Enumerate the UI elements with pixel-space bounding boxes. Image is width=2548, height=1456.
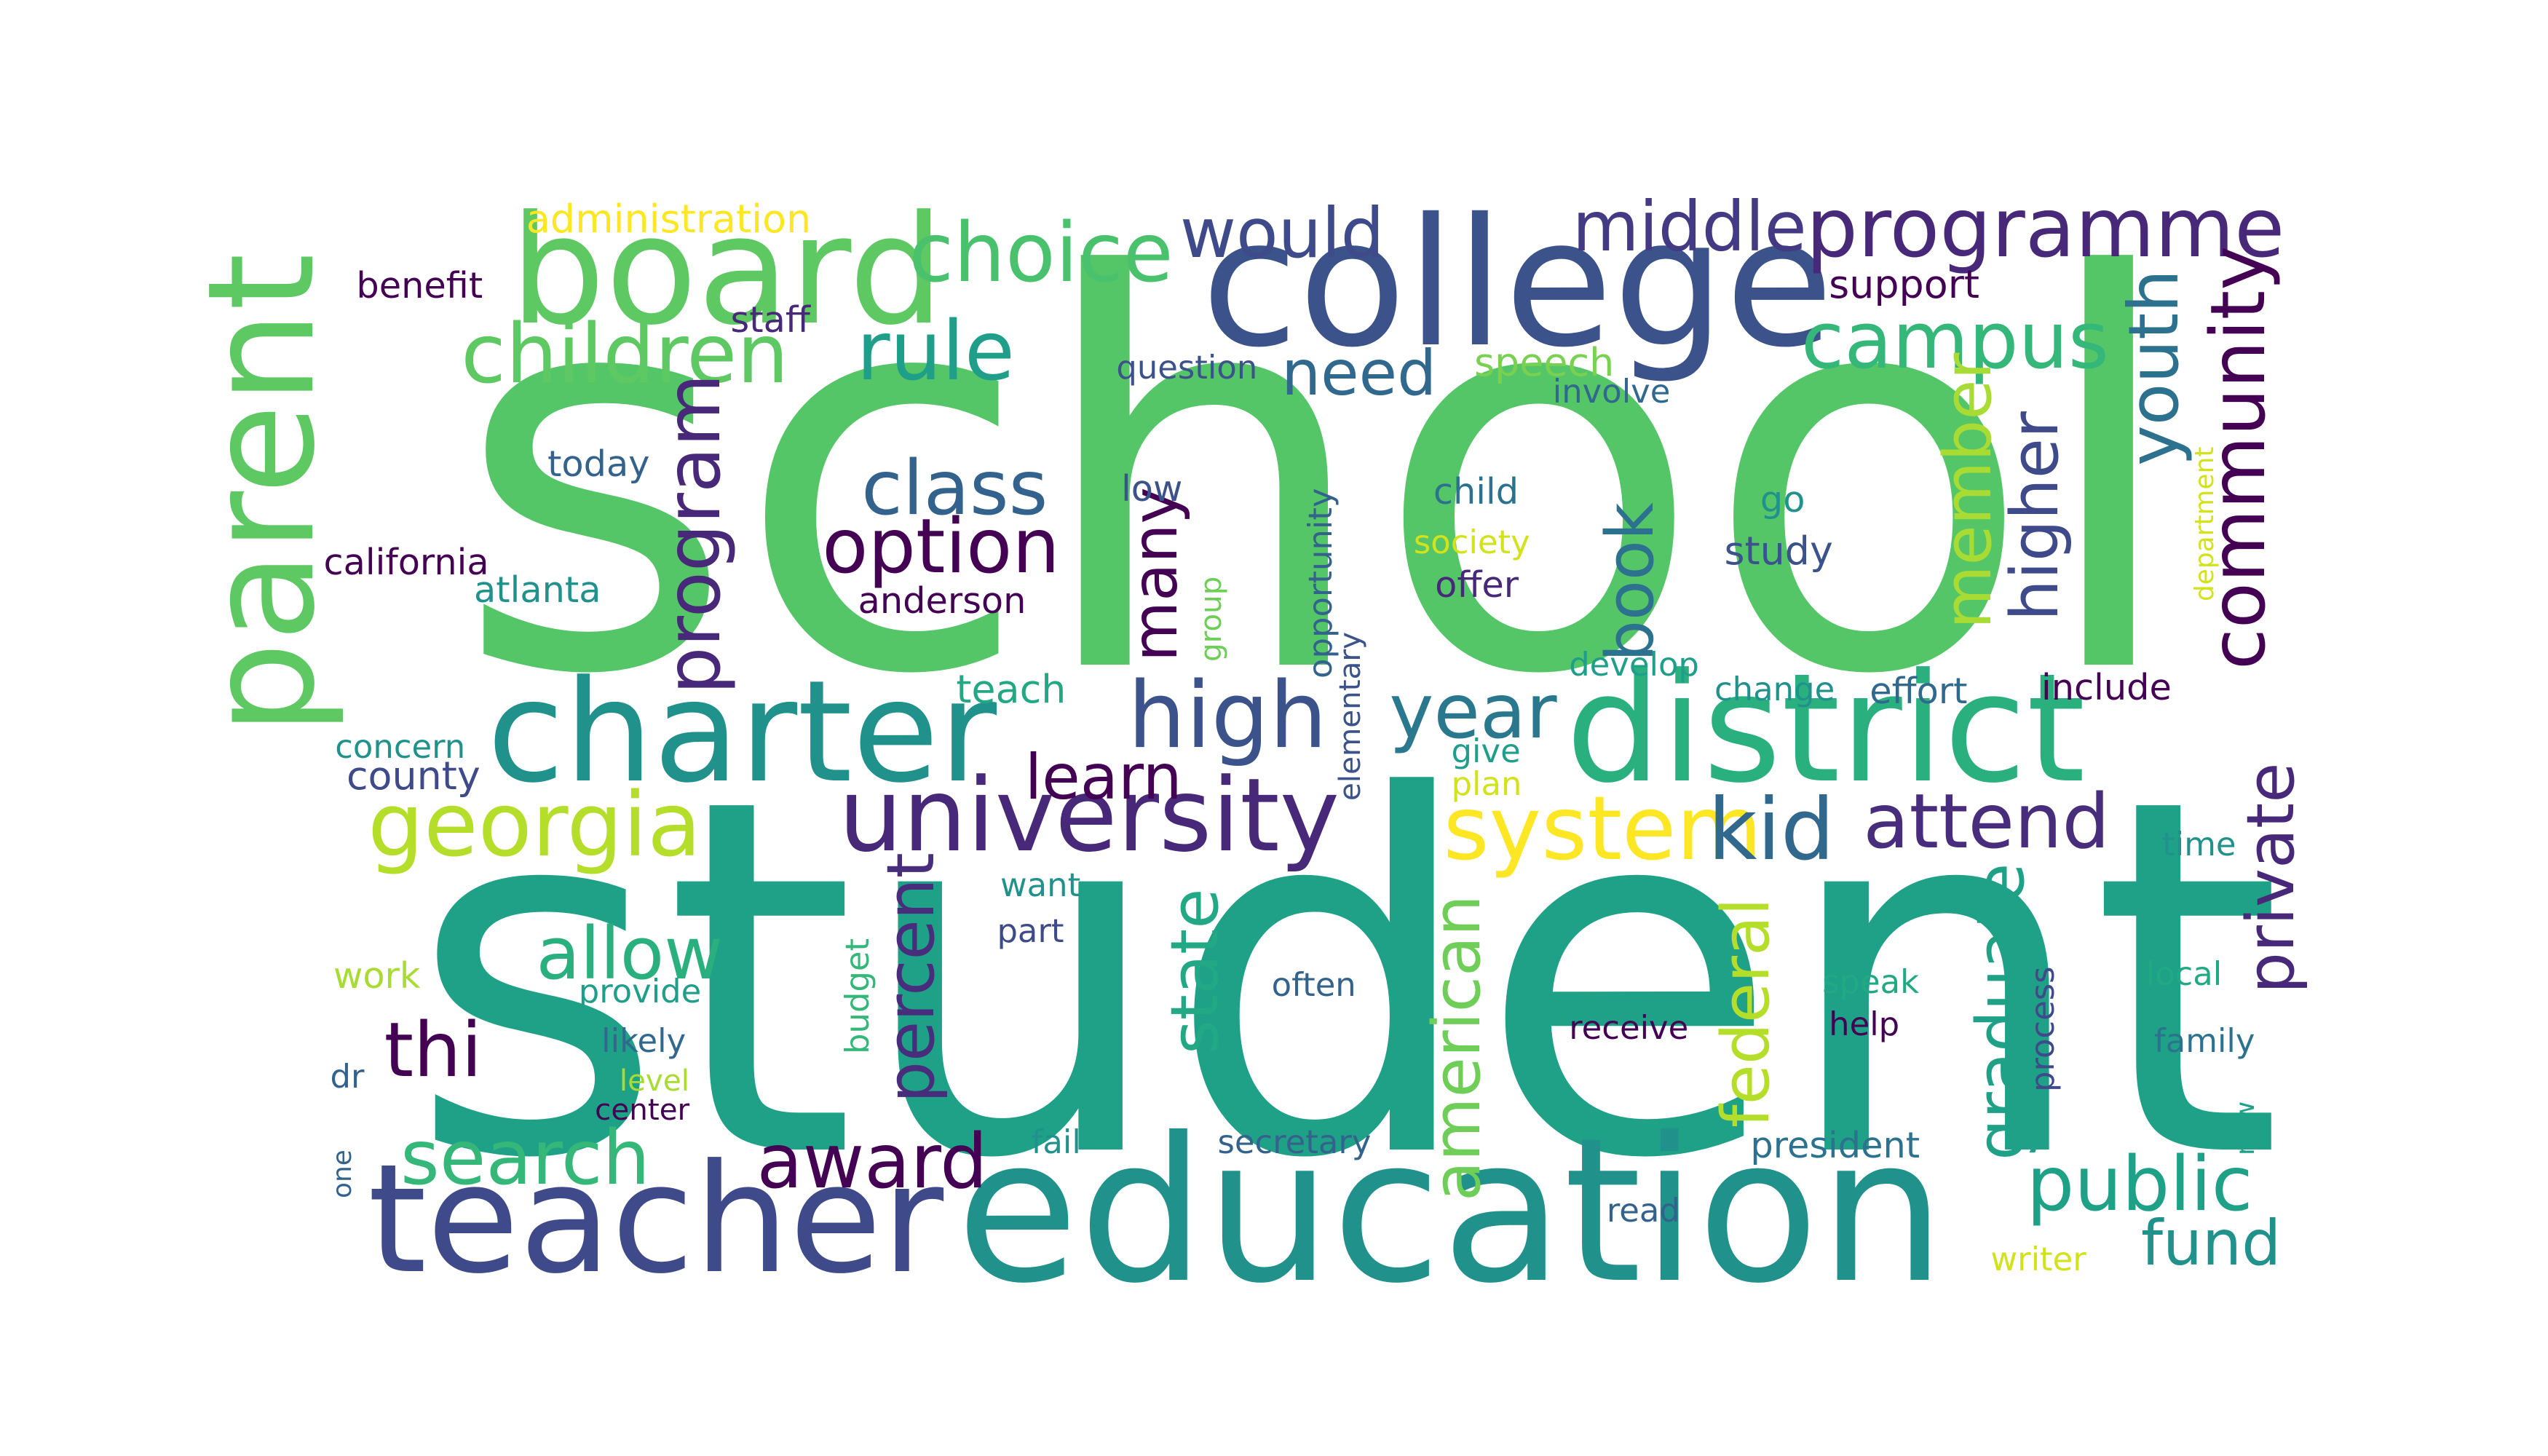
cloud-word-board: board <box>510 183 944 359</box>
cloud-word-would: would <box>1179 193 1385 274</box>
cloud-word-time: time <box>2162 825 2236 864</box>
cloud-word-learn: learn <box>1024 741 1182 814</box>
cloud-word-read: read <box>1606 1191 1680 1230</box>
cloud-word-member: member <box>1931 352 2007 630</box>
cloud-word-county: county <box>346 753 480 799</box>
cloud-word-change: change <box>1714 669 1835 708</box>
cloud-word-need: need <box>1281 338 1437 411</box>
cloud-word-plan: plan <box>1451 764 1522 804</box>
cloud-word-atlanta: atlanta <box>474 568 601 611</box>
cloud-word-often: often <box>1271 965 1356 1005</box>
cloud-word-study: study <box>1724 527 1833 574</box>
cloud-word-higher: higher <box>1998 411 2074 622</box>
cloud-word-likely: likely <box>601 1021 687 1060</box>
cloud-word-fund: fund <box>2140 1207 2282 1280</box>
cloud-word-kid: kid <box>1708 780 1835 880</box>
cloud-word-society: society <box>1413 522 1530 561</box>
cloud-word-today: today <box>547 442 650 485</box>
cloud-word-anderson: anderson <box>858 579 1026 622</box>
cloud-word-georgia: georgia <box>368 773 702 877</box>
cloud-word-group: group <box>1193 576 1229 662</box>
cloud-word-provide: provide <box>578 972 702 1011</box>
cloud-word-develop: develop <box>1569 645 1699 684</box>
cloud-word-give: give <box>1451 732 1521 771</box>
cloud-word-work: work <box>333 954 421 997</box>
cloud-word-involve: involve <box>1552 372 1671 411</box>
cloud-word-percent: percent <box>873 852 949 1104</box>
cloud-word-class: class <box>861 444 1048 532</box>
cloud-word-budget: budget <box>838 938 877 1055</box>
cloud-word-search: search <box>400 1115 651 1203</box>
cloud-word-program: program <box>650 373 738 695</box>
cloud-word-teacher: teacher <box>368 1131 944 1307</box>
cloud-word-option: option <box>822 503 1060 591</box>
cloud-word-programme: programme <box>1805 181 2285 277</box>
cloud-word-support: support <box>1829 261 1979 307</box>
cloud-word-children: children <box>461 307 789 403</box>
cloud-word-dr: dr <box>330 1057 365 1096</box>
cloud-word-campus: campus <box>1800 296 2110 387</box>
cloud-word-administration: administration <box>526 195 812 242</box>
cloud-word-elementary: elementary <box>1332 632 1368 802</box>
cloud-word-center: center <box>595 1092 690 1128</box>
cloud-word-many: many <box>1119 487 1192 662</box>
cloud-word-help: help <box>1829 1005 1900 1044</box>
cloud-word-local: local <box>2145 954 2223 993</box>
cloud-word-staff: staff <box>730 298 810 341</box>
cloud-word-california: california <box>323 540 489 583</box>
cloud-word-president: president <box>1750 1124 1920 1167</box>
cloud-word-fail: fail <box>1031 1122 1081 1161</box>
cloud-word-level: level <box>619 1062 689 1098</box>
cloud-word-go: go <box>1760 478 1805 521</box>
cloud-word-speech: speech <box>1473 339 1615 386</box>
cloud-word-american: american <box>1419 895 1495 1202</box>
cloud-word-teach: teach <box>956 666 1067 713</box>
cloud-word-thi: thi <box>384 1006 483 1094</box>
cloud-word-part: part <box>997 911 1064 951</box>
cloud-word-charter: charter <box>487 650 997 815</box>
cloud-word-student: student <box>408 695 2283 1266</box>
cloud-word-concern: concern <box>335 727 466 766</box>
cloud-word-federal: federal <box>1709 898 1784 1128</box>
cloud-word-system: system <box>1443 776 1762 880</box>
cloud-word-want: want <box>1000 866 1081 905</box>
cloud-word-speak: speak <box>1822 962 1920 1001</box>
cloud-word-allow: allow <box>536 911 723 996</box>
cloud-word-offer: offer <box>1435 563 1519 606</box>
cloud-word-education: education <box>956 1094 1946 1327</box>
cloud-word-state: state <box>1158 888 1234 1055</box>
cloud-word-writer: writer <box>1990 1240 2086 1279</box>
cloud-word-child: child <box>1433 470 1519 513</box>
cloud-word-one: one <box>328 1149 358 1198</box>
cloud-word-choice: choice <box>909 205 1174 301</box>
cloud-word-private: private <box>2233 762 2309 994</box>
cloud-word-benefit: benefit <box>356 264 483 307</box>
cloud-word-school: school <box>454 164 2184 793</box>
cloud-word-include: include <box>2041 666 2172 709</box>
cloud-word-university: university <box>838 756 1340 874</box>
cloud-word-receive: receive <box>1569 1008 1689 1047</box>
cloud-word-youth: youth <box>2113 269 2194 466</box>
cloud-word-low: low <box>1121 467 1183 510</box>
cloud-word-department: department <box>2189 446 2220 602</box>
cloud-word-public: public <box>2026 1140 2253 1228</box>
cloud-word-rule: rule <box>856 304 1015 399</box>
cloud-word-effort: effort <box>1870 669 1968 712</box>
cloud-word-year: year <box>1389 668 1557 756</box>
cloud-word-college: college <box>1201 181 1834 387</box>
cloud-word-secretary: secretary <box>1217 1122 1372 1161</box>
cloud-word-district: district <box>1565 641 2086 816</box>
cloud-word-book: book <box>1592 502 1669 662</box>
cloud-word-new: new <box>2230 1101 2260 1156</box>
cloud-word-parent: parent <box>175 253 348 736</box>
cloud-word-award: award <box>756 1117 988 1206</box>
cloud-word-attend: attend <box>1863 778 2110 866</box>
cloud-word-high: high <box>1128 662 1328 769</box>
cloud-word-middle: middle <box>1572 186 1807 267</box>
cloud-word-family: family <box>2153 1021 2255 1060</box>
cloud-word-process: process <box>2022 966 2062 1092</box>
cloud-word-question: question <box>1116 347 1258 387</box>
